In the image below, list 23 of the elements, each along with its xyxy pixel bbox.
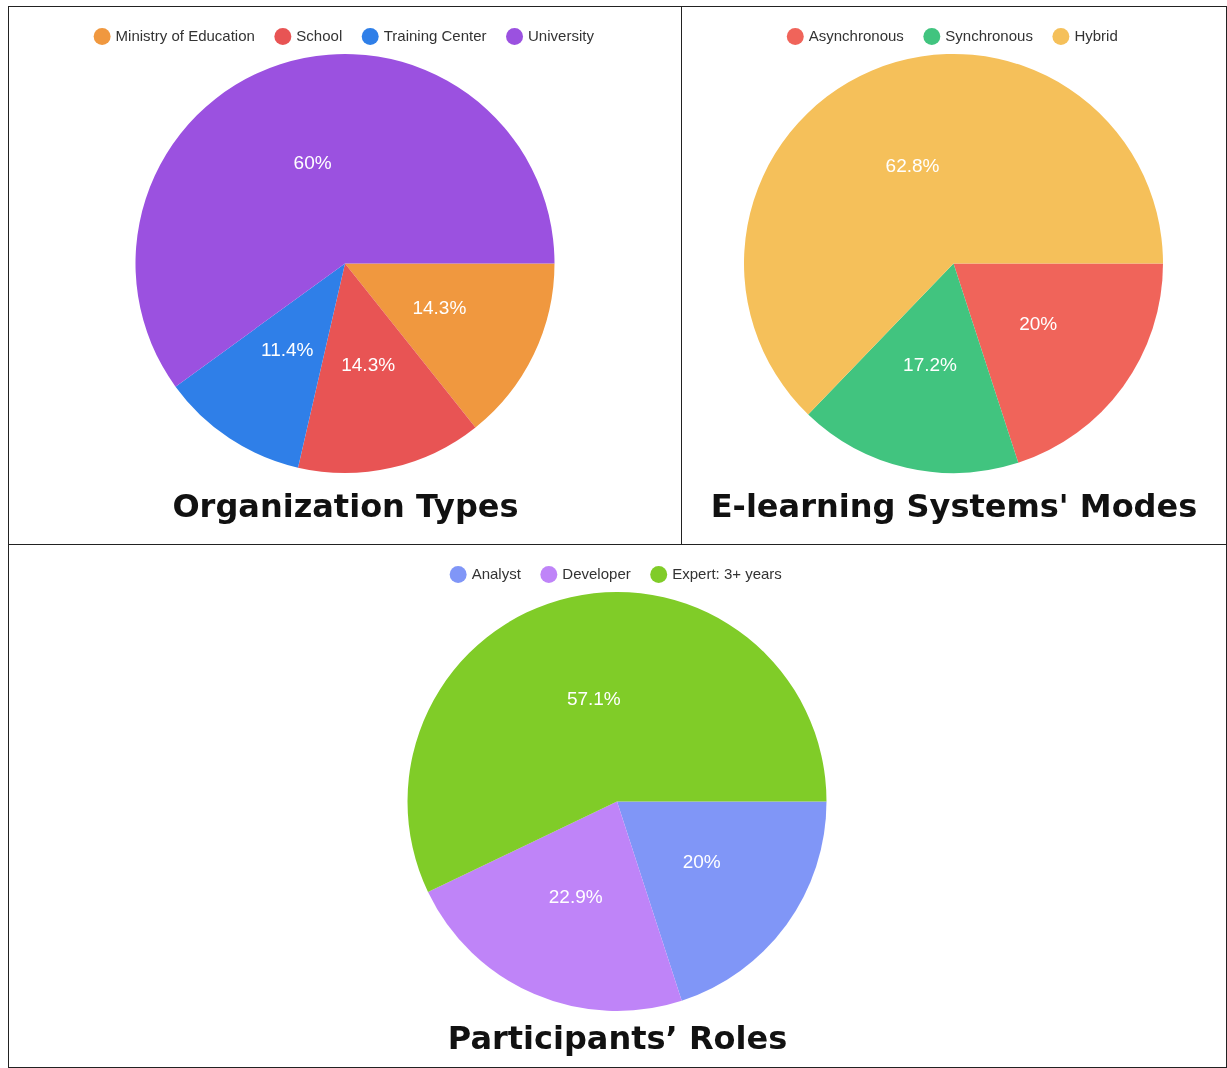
data-label: 60% xyxy=(293,152,332,174)
legend-label: Ministry of Education xyxy=(115,26,255,44)
data-label: 20% xyxy=(1019,313,1058,335)
legend-label: University xyxy=(528,26,595,44)
legend-label: Analyst xyxy=(471,564,522,582)
data-label: 14.3% xyxy=(412,297,467,319)
legend-label: Synchronous xyxy=(945,26,1033,44)
data-label: 17.2% xyxy=(903,353,958,375)
text: Participants’ Roles xyxy=(446,1019,789,1057)
data-label: 14.3% xyxy=(341,353,396,375)
data-label: 62.8% xyxy=(885,155,940,177)
text: Organization Types xyxy=(171,487,520,525)
legend-label: Hybrid xyxy=(1074,26,1118,44)
data-label: 11.4% xyxy=(260,339,314,361)
legend-label: School xyxy=(296,26,343,44)
data-label: 22.9% xyxy=(548,886,603,907)
text: E-learning Systems' Modes xyxy=(709,487,1199,525)
legend-label: Asynchronous xyxy=(808,26,904,44)
legend-label: Training Center xyxy=(383,26,487,44)
data-label: 20% xyxy=(682,851,721,873)
legend-label: Expert: 3+ years xyxy=(672,564,782,582)
legend-label: Developer xyxy=(562,564,631,582)
data-label: 57.1% xyxy=(566,687,621,709)
